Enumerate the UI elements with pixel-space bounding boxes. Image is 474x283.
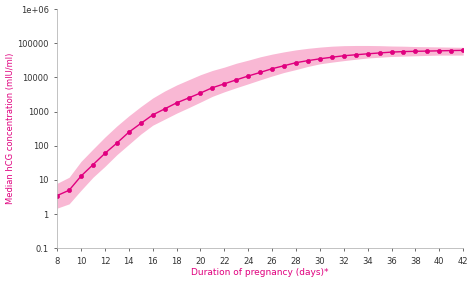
X-axis label: Duration of pregnancy (days)*: Duration of pregnancy (days)* (191, 269, 329, 277)
Y-axis label: Median hCG concentration (mIU/ml): Median hCG concentration (mIU/ml) (6, 53, 15, 204)
